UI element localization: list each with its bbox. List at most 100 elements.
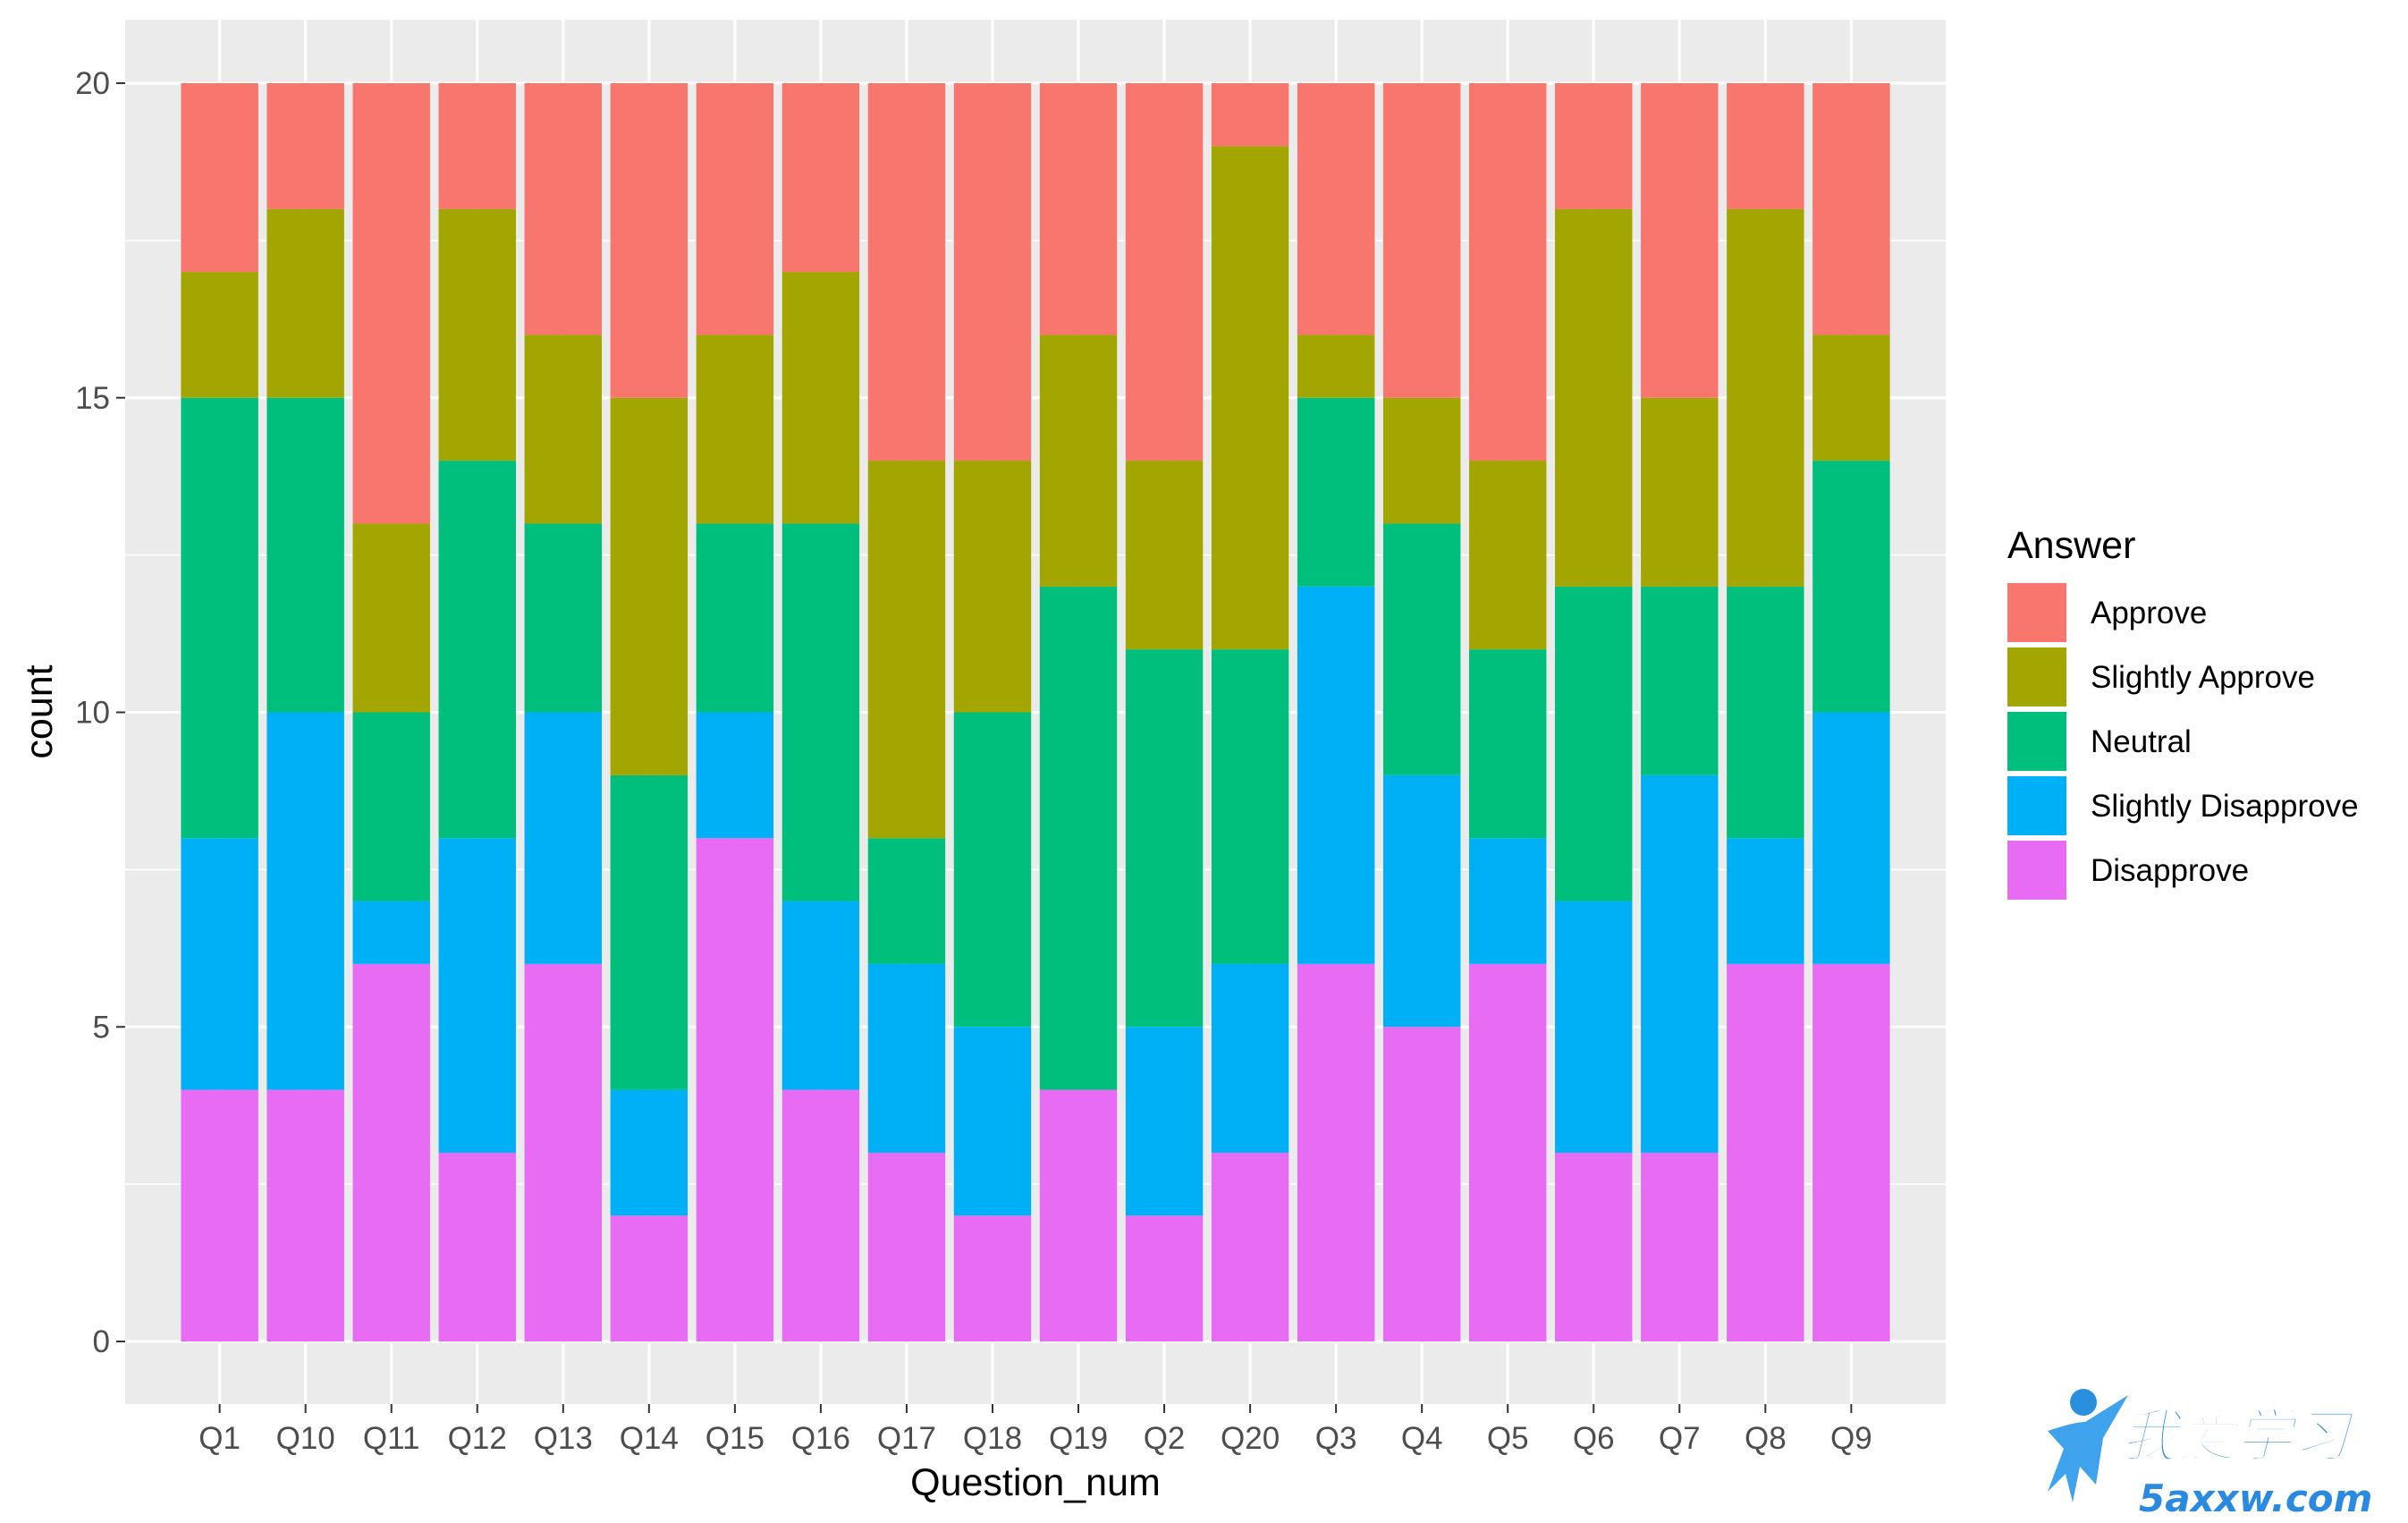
bar-segment-disapprove xyxy=(1812,963,1890,1341)
bar-segment-slightly-disapprove xyxy=(524,712,603,964)
bar-segment-slightly-disapprove xyxy=(1297,586,1375,964)
y-tick-label: 15 xyxy=(75,381,110,416)
x-tick-label: Q15 xyxy=(706,1421,765,1456)
x-tick-label: Q1 xyxy=(199,1421,241,1456)
bar-segment-disapprove xyxy=(782,1089,860,1341)
bar-segment-approve xyxy=(1727,83,1804,209)
bar-segment-slightly-disapprove xyxy=(1555,901,1633,1153)
bar-segment-slightly-approve xyxy=(1468,461,1547,650)
bar-segment-slightly-approve xyxy=(953,461,1032,713)
bar-segment-disapprove xyxy=(1555,1152,1633,1341)
bar-segment-disapprove xyxy=(438,1152,516,1341)
bar-segment-approve xyxy=(1641,83,1719,398)
bar-segment-disapprove xyxy=(1039,1089,1118,1341)
bar-segment-disapprove xyxy=(610,1215,689,1341)
bar-segment-disapprove xyxy=(1468,963,1547,1341)
mascot-logo-icon xyxy=(2048,1389,2128,1502)
bar-segment-disapprove xyxy=(953,1215,1032,1341)
bar-segment-approve xyxy=(1382,83,1461,398)
bar-segment-neutral xyxy=(266,397,344,713)
bar-segment-slightly-disapprove xyxy=(352,901,430,964)
bar-segment-slightly-disapprove xyxy=(266,712,344,1090)
bar-segment-approve xyxy=(867,83,946,461)
bar-segment-slightly-disapprove xyxy=(782,901,860,1090)
bar-segment-slightly-disapprove xyxy=(1727,838,1804,964)
x-axis-title: Question_num xyxy=(910,1461,1161,1504)
bar-segment-disapprove xyxy=(181,1089,258,1341)
bar-segment-slightly-disapprove xyxy=(1125,1027,1204,1216)
bar-segment-neutral xyxy=(1468,649,1547,839)
bar-segment-neutral xyxy=(1727,586,1804,839)
bar-segment-slightly-disapprove xyxy=(438,838,516,1153)
legend-key-slightly-disapprove xyxy=(2007,776,2066,835)
legend-label-slightly-approve: Slightly Approve xyxy=(2091,660,2315,695)
bar-segment-disapprove xyxy=(524,963,603,1341)
bar-segment-slightly-approve xyxy=(1297,334,1375,398)
bar-segment-slightly-approve xyxy=(696,334,774,524)
bar-segment-approve xyxy=(696,83,774,335)
legend-title: Answer xyxy=(2007,524,2135,567)
bar-segment-disapprove xyxy=(1211,1152,1289,1341)
watermark-url-text: 5axxw.com xyxy=(2139,1476,2372,1520)
legend-label-approve: Approve xyxy=(2091,596,2207,630)
bar-segment-slightly-disapprove xyxy=(1812,712,1890,964)
bar-segment-disapprove xyxy=(352,963,430,1341)
bar-segment-disapprove xyxy=(1382,1027,1461,1341)
bar-segment-approve xyxy=(782,83,860,273)
bar-segment-slightly-approve xyxy=(1382,397,1461,524)
bar-segment-slightly-approve xyxy=(1039,334,1118,587)
bar-segment-slightly-approve xyxy=(524,334,603,524)
x-tick-label: Q7 xyxy=(1659,1421,1701,1456)
bar-segment-approve xyxy=(1468,83,1547,461)
x-tick-label: Q19 xyxy=(1049,1421,1108,1456)
bar-segment-slightly-approve xyxy=(1727,208,1804,587)
bar-segment-slightly-disapprove xyxy=(1382,774,1461,1028)
x-tick-label: Q17 xyxy=(877,1421,936,1456)
x-tick-label: Q2 xyxy=(1144,1421,1186,1456)
bar-segment-slightly-disapprove xyxy=(1641,774,1719,1153)
bar-segment-disapprove xyxy=(1641,1152,1719,1341)
bar-segment-slightly-approve xyxy=(867,461,946,839)
bar-segment-slightly-disapprove xyxy=(867,963,946,1153)
bar-segment-approve xyxy=(1125,83,1204,461)
x-tick-label: Q16 xyxy=(791,1421,850,1456)
bar-segment-slightly-approve xyxy=(1812,334,1890,461)
x-tick-label: Q11 xyxy=(363,1421,420,1456)
y-axis-title: count xyxy=(18,664,61,758)
legend-key-approve xyxy=(2007,583,2066,642)
bar-segment-neutral xyxy=(1555,586,1633,901)
bar-segment-neutral xyxy=(610,774,689,1090)
x-tick-label: Q10 xyxy=(276,1421,335,1456)
bar-segment-neutral xyxy=(1039,586,1118,1090)
bar-segment-approve xyxy=(266,83,344,209)
x-tick-label: Q9 xyxy=(1830,1421,1872,1456)
bar-segment-disapprove xyxy=(1727,963,1804,1341)
bar-segment-neutral xyxy=(524,523,603,713)
bar-segment-neutral xyxy=(181,397,258,839)
bar-segment-approve xyxy=(610,83,689,398)
legend-label-slightly-disapprove: Slightly Disapprove xyxy=(2091,789,2359,824)
legend-key-slightly-approve xyxy=(2007,647,2066,707)
bar-segment-slightly-disapprove xyxy=(953,1027,1032,1216)
bar-segment-slightly-approve xyxy=(1555,208,1633,587)
bar-segment-slightly-approve xyxy=(1125,461,1204,650)
bar-segment-disapprove xyxy=(1125,1215,1204,1341)
bar-segment-neutral xyxy=(1382,523,1461,775)
x-tick-label: Q5 xyxy=(1487,1421,1529,1456)
bar-segment-slightly-approve xyxy=(782,272,860,524)
axes: 0 5 10 15 20 Q1 Q10 Q11 Q12 Q13 Q14 Q15 Q16 Q17 Q18 Q19… xyxy=(75,66,1872,1456)
x-tick-label: Q20 xyxy=(1221,1421,1280,1456)
bar-segment-slightly-approve xyxy=(610,397,689,775)
bar-segment-approve xyxy=(524,83,603,335)
bar-segment-slightly-disapprove xyxy=(610,1089,689,1216)
bar-segment-neutral xyxy=(1297,397,1375,587)
legend-key-neutral xyxy=(2007,712,2066,771)
bar-segment-slightly-approve xyxy=(1641,397,1719,587)
bar-segment-neutral xyxy=(782,523,860,901)
bar-segment-disapprove xyxy=(867,1152,946,1341)
legend-key-disapprove xyxy=(2007,841,2066,900)
bar-segment-slightly-approve xyxy=(181,272,258,398)
y-tick-label: 10 xyxy=(75,696,110,731)
bar-segment-slightly-disapprove xyxy=(181,838,258,1090)
